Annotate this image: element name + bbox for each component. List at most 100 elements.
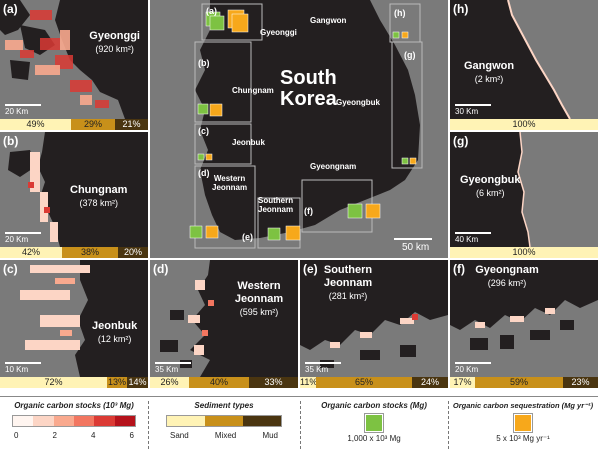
scale-label: 20 Km <box>455 365 479 374</box>
legend-stocks-gradient: Organic carbon stocks (10³ Mg) 0 2 4 6 <box>4 401 144 451</box>
region-name-jeonbuk: Jeonbuk (12 km²) <box>92 320 137 346</box>
scale-label: 35 Km <box>305 365 329 374</box>
gyeongbuk-map <box>450 132 531 248</box>
scale-bar: 20 Km <box>5 104 41 116</box>
region-name-gyeonggi: Gyeonggi (920 km²) <box>89 30 140 56</box>
box-label-a: (a) <box>206 6 217 16</box>
scale-bar: 35 Km <box>155 362 191 374</box>
southern-jeonnam-map <box>300 260 448 368</box>
tick-6: 6 <box>129 431 134 440</box>
region-area: (6 km²) <box>476 188 505 198</box>
panel-western-jeonnam: (d) Western Jeonnam (595 km²) 35 Km 26% … <box>150 260 298 388</box>
sediment-bar: 26% 40% 33% <box>150 377 298 388</box>
sediment-mud: 24% <box>412 377 448 388</box>
sediment-mixed: 13% <box>107 377 127 388</box>
tick-4: 4 <box>91 431 96 440</box>
main-label-gyeongbuk: Gyeongbuk <box>336 98 381 107</box>
southern-line1: Southern <box>258 196 294 205</box>
sediment-mud: 20% <box>118 247 148 258</box>
sediment-bar: 72% 13% 14% <box>0 377 148 388</box>
stocks-color-ramp <box>12 415 136 427</box>
green-square-icon <box>364 413 384 433</box>
sediment-bar: 100% <box>450 119 598 130</box>
region-title: Gyeongbuk <box>460 174 521 186</box>
panel-label-a: (a) <box>3 2 18 16</box>
box-label-e: (e) <box>242 232 253 242</box>
box-label-h: (h) <box>394 8 406 18</box>
main-label-western-jeonnam: Western Jeonnam <box>212 174 247 192</box>
region-area: (12 km²) <box>97 334 132 344</box>
region-title: Gangwon <box>464 60 515 72</box>
region-area: (281 km²) <box>328 291 368 301</box>
panel-label-f: (f) <box>453 262 465 276</box>
sediment-sand: 11% <box>300 377 316 388</box>
panel-gangwon: (h) Gangwon (2 km²) 30 Km 100% <box>450 0 598 130</box>
scale-bar: 35 Km <box>305 362 341 374</box>
gyeongnam-map <box>450 260 598 350</box>
region-area: (2 km²) <box>474 74 504 84</box>
gyeonggi-map <box>0 0 148 119</box>
region-title: Jeonbuk <box>92 320 138 332</box>
western-line1: Western <box>213 174 246 183</box>
sediment-mixed: 65% <box>316 377 412 388</box>
sediment-mud: 14% <box>127 377 148 388</box>
region-name-southern-jeonnam: Southern Jeonnam (281 km²) <box>318 264 378 303</box>
sediment-ramp-labels: Sand Mixed Mud <box>170 431 278 440</box>
scale-label: 35 Km <box>155 365 179 374</box>
sediment-bar: 49% 29% 21% <box>0 119 148 130</box>
region-name-gangwon: Gangwon (2 km²) <box>464 60 514 86</box>
box-label-f: (f) <box>304 206 313 216</box>
country-line2: Korea <box>280 88 337 110</box>
main-label-southern-jeonnam: Southern Jeonnam <box>258 196 293 214</box>
panel-label-c: (c) <box>3 262 18 276</box>
panel-label-b: (b) <box>3 134 19 148</box>
main-scale-label: 50 km <box>402 242 430 253</box>
region-name-western-jeonnam: Western Jeonnam (595 km²) <box>226 280 292 319</box>
sediment-mud: 23% <box>563 377 598 388</box>
box-label-g: (g) <box>404 50 416 60</box>
panel-label-g: (g) <box>453 134 469 148</box>
sediment-sand: 49% <box>0 119 71 130</box>
scale-bar: 40 Km <box>455 232 491 244</box>
box-label-b: (b) <box>198 58 210 68</box>
legend-separator <box>448 401 449 449</box>
label-sand: Sand <box>170 431 189 440</box>
panel-southern-jeonnam: (e) Southern Jeonnam (281 km²) 35 Km 11%… <box>300 260 448 388</box>
panel-gyeongbuk: (g) Gyeongbuk (6 km²) 40 Km 100% <box>450 132 598 258</box>
legend-square-stocks-value: 1,000 x 10³ Mg <box>347 434 401 443</box>
sediment-sand: 72% <box>0 377 107 388</box>
legend-sediment-types: Sediment types Sand Mixed Mud <box>152 401 296 451</box>
region-area: (920 km²) <box>95 44 134 54</box>
scale-bar: 20 Km <box>455 362 491 374</box>
sediment-mixed: 59% <box>475 377 563 388</box>
country-title: South Korea <box>280 68 337 110</box>
legend-stock-square: Organic carbon stocks (Mg) 1,000 x 10³ M… <box>304 401 444 451</box>
main-label-gangwon: Gangwon <box>310 16 347 25</box>
legend: Organic carbon stocks (10³ Mg) 0 2 4 6 S… <box>0 396 598 453</box>
tick-2: 2 <box>52 431 57 440</box>
sediment-ramp <box>166 415 282 427</box>
scale-bar: 10 Km <box>5 362 41 374</box>
region-title: Gyeonggi <box>89 30 140 42</box>
country-line1: South <box>280 67 337 89</box>
region-title: Gyeongnam <box>475 264 539 276</box>
orange-square-icon <box>513 413 533 433</box>
western-line2: Jeonnam <box>212 183 248 192</box>
region-area: (595 km²) <box>239 307 279 317</box>
legend-sequestration-square: Organic carbon sequestration (Mg yr⁻¹) 5… <box>450 401 596 451</box>
chungnam-map <box>8 132 148 247</box>
sediment-mud: 21% <box>115 119 148 130</box>
legend-separator <box>300 401 301 449</box>
legend-separator <box>148 401 149 449</box>
region-area: (296 km²) <box>487 278 527 288</box>
box-label-d: (d) <box>198 168 210 178</box>
legend-sequestration-title: Organic carbon sequestration (Mg yr⁻¹) <box>452 401 594 410</box>
scale-label: 10 Km <box>5 365 29 374</box>
sediment-bar: 11% 65% 24% <box>300 377 448 388</box>
western-jeonnam-map <box>160 260 298 377</box>
scale-label: 40 Km <box>455 235 479 244</box>
tick-0: 0 <box>14 431 19 440</box>
sediment-mixed: 38% <box>62 247 118 258</box>
region-title: Southern Jeonnam <box>323 264 373 289</box>
region-name-gyeongbuk: Gyeongbuk (6 km²) <box>460 174 521 200</box>
